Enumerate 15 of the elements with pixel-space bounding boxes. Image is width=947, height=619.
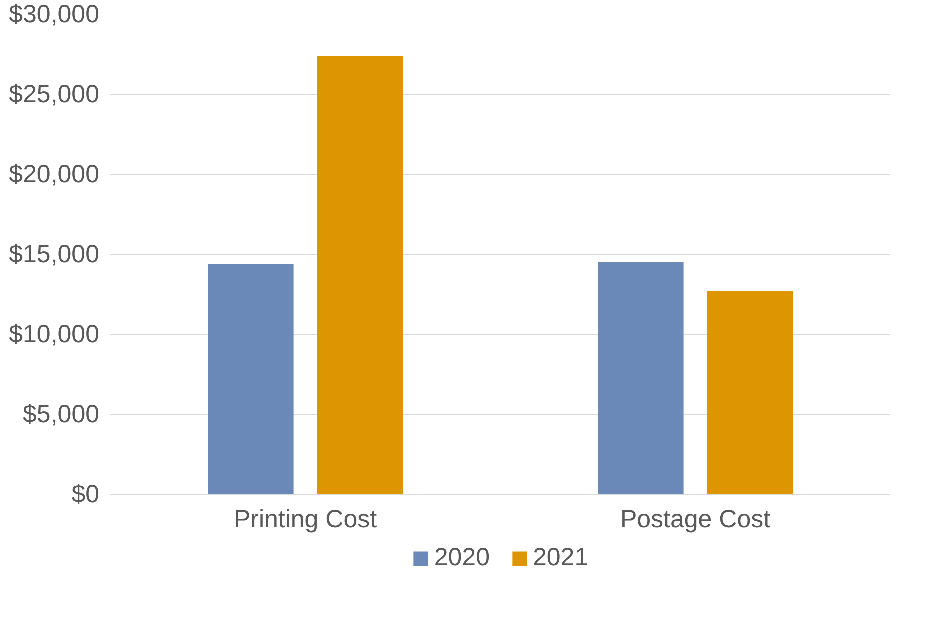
y-tick-label: $10,000 [9,320,100,348]
y-tick-label: $15,000 [9,240,100,268]
y-tick-label: $20,000 [9,160,100,188]
y-tick-label: $30,000 [9,0,100,28]
x-tick-label: Printing Cost [234,506,378,534]
legend-label: 2021 [533,544,589,572]
legend-label: 2020 [434,544,490,572]
bar [707,291,793,494]
bar [208,264,294,494]
y-tick-label: $5,000 [23,400,100,428]
y-tick-label: $0 [72,480,100,508]
bar [598,262,684,494]
bar [317,56,403,494]
x-tick-label: Postage Cost [620,506,771,534]
y-tick-label: $25,000 [9,80,100,108]
